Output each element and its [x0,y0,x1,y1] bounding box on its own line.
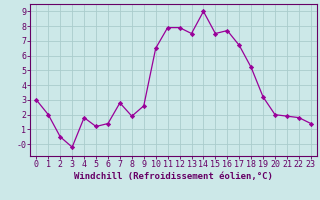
X-axis label: Windchill (Refroidissement éolien,°C): Windchill (Refroidissement éolien,°C) [74,172,273,181]
